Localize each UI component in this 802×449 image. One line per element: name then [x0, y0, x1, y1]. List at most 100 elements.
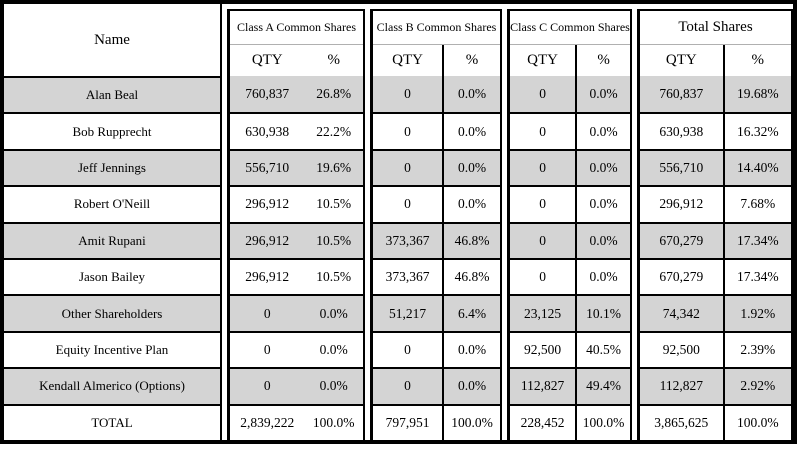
class-a-title: Class A Common Shares [230, 11, 363, 45]
table-row: 373,367 46.8% [373, 221, 500, 258]
c-pct-cell: 0.0% [589, 232, 618, 248]
name-cell: TOTAL [91, 414, 133, 430]
name-rows: Alan Beal Bob Rupprecht Jeff Jennings Rober… [4, 76, 220, 440]
table-row: 0 0.0% [373, 148, 500, 186]
t-qty-cell: 760,837 [640, 76, 725, 113]
t-pct-cell: 16.32% [736, 123, 779, 139]
class-b-qty-label: QTY [373, 45, 445, 76]
table-row: Alan Beal [4, 76, 220, 113]
table-row: Amit Rupani [4, 221, 220, 258]
c-qty-cell: 0 [510, 76, 578, 113]
a-pct-cell: 0.0% [319, 378, 348, 394]
table-row: 23,125 10.1% [510, 294, 630, 331]
class-c-qty-label: QTY [510, 45, 578, 76]
table-row: 228,452 100.0% [510, 403, 630, 440]
t-qty-cell: 3,865,625 [640, 405, 725, 440]
c-qty-cell: 112,827 [510, 369, 578, 404]
table-row: 0 0.0% [373, 367, 500, 404]
a-pct-cell: 10.5% [316, 232, 352, 248]
c-qty-cell: 92,500 [510, 332, 578, 368]
table-row: 373,367 46.8% [373, 257, 500, 295]
name-cell: Bob Rupprecht [72, 123, 152, 139]
c-qty-cell: 228,452 [510, 405, 578, 440]
table-row: 760,837 26.8% [230, 76, 363, 113]
a-qty-cell: 296,912 [245, 269, 290, 285]
total-pct-label: % [751, 52, 765, 68]
c-qty-cell: 23,125 [510, 296, 578, 331]
name-cell: Other Shareholders [61, 305, 163, 321]
b-qty-cell: 797,951 [373, 405, 445, 440]
name-cell: Kendall Almerico (Options) [39, 378, 185, 394]
name-cell: Jeff Jennings [77, 159, 146, 175]
table-row: 3,865,625 100.0% [640, 403, 791, 440]
class-a-pct-label: % [327, 52, 340, 68]
class-a-header: Class A Common Shares QTY % [230, 11, 363, 76]
table-row: 0 0.0% [230, 367, 363, 404]
total-qty-label: QTY [640, 45, 725, 76]
c-qty-cell: 0 [510, 187, 578, 222]
table-row: 0 0.0% [510, 112, 630, 149]
table-row: 0 0.0% [510, 148, 630, 186]
b-pct-cell: 46.8% [454, 269, 490, 285]
table-row: 92,500 40.5% [510, 330, 630, 368]
class-a-qty-label: QTY [251, 52, 283, 68]
b-qty-cell: 0 [373, 332, 445, 368]
b-pct-cell: 0.0% [457, 86, 487, 102]
b-pct-cell: 100.0% [451, 414, 493, 430]
table-row: 92,500 2.39% [640, 330, 791, 368]
total-shares-subheader: QTY % [640, 45, 791, 76]
b-pct-cell: 6.4% [457, 305, 487, 321]
table-row: 296,912 10.5% [230, 257, 363, 294]
a-pct-cell: 100.0% [312, 414, 355, 430]
total-shares-rows: 760,837 19.68% 630,938 16.32% 556,710 14.40% 2… [640, 76, 791, 440]
name-column-table: Name Alan Beal Bob Rupprecht Jeff Jennings… [4, 4, 222, 440]
class-c-rows: 0 0.0% 0 0.0% 0 0.0% 0 0.0% 0 0.0% 0 0.0% 23,125 10.1… [510, 76, 630, 440]
class-c-table: Class C Common Shares QTY % 0 0.0% 0 0.0% 0 0… [507, 9, 632, 440]
b-pct-cell: 0.0% [457, 378, 487, 394]
name-cell: Amit Rupani [78, 232, 146, 248]
table-row: 0 0.0% [510, 185, 630, 222]
table-row: 296,912 7.68% [640, 185, 791, 222]
b-pct-cell: 0.0% [457, 123, 487, 139]
table-row: 670,279 17.34% [640, 257, 791, 295]
a-qty-cell: 760,837 [245, 86, 290, 102]
c-pct-cell: 0.0% [589, 269, 618, 285]
class-a-subheader: QTY % [230, 45, 363, 76]
t-pct-cell: 2.39% [740, 341, 776, 357]
t-pct-cell: 1.92% [740, 305, 776, 321]
t-pct-cell: 19.68% [736, 86, 779, 102]
t-qty-cell: 112,827 [640, 369, 725, 404]
table-row: 630,938 22.2% [230, 112, 363, 148]
name-column-header: Name [94, 31, 130, 48]
class-c-title: Class C Common Shares [510, 11, 630, 45]
t-qty-cell: 296,912 [640, 187, 725, 222]
a-qty-cell: 556,710 [245, 159, 290, 175]
t-qty-cell: 630,938 [640, 114, 725, 149]
t-pct-cell: 17.34% [736, 269, 779, 285]
a-qty-cell: 0 [263, 378, 271, 394]
a-pct-cell: 19.6% [316, 159, 352, 175]
table-row: 51,217 6.4% [373, 294, 500, 331]
a-pct-cell: 10.5% [316, 196, 352, 212]
class-b-rows: 0 0.0% 0 0.0% 0 0.0% 0 0.0% 373,367 46.8% 373,367 4… [373, 76, 500, 440]
table-row: 74,342 1.92% [640, 294, 791, 331]
name-cell: Equity Incentive Plan [55, 341, 169, 357]
c-qty-cell: 0 [510, 114, 578, 149]
class-b-subheader: QTY % [373, 45, 500, 76]
c-pct-cell: 40.5% [586, 341, 622, 357]
a-qty-cell: 296,912 [245, 196, 290, 212]
b-qty-cell: 0 [373, 187, 445, 222]
table-content: Name Alan Beal Bob Rupprecht Jeff Jennings… [4, 4, 793, 440]
table-row: 0 0.0% [510, 257, 630, 295]
total-shares-header: Total Shares QTY % [640, 11, 791, 76]
a-pct-cell: 26.8% [316, 86, 352, 102]
a-pct-cell: 0.0% [319, 305, 348, 321]
class-c-pct-label: % [597, 52, 610, 68]
t-qty-cell: 556,710 [640, 150, 725, 186]
table-row: 2,839,222 100.0% [230, 403, 363, 440]
b-qty-cell: 373,367 [373, 223, 445, 258]
t-pct-cell: 100.0% [736, 414, 779, 430]
name-cell: Robert O'Neill [73, 196, 151, 212]
t-pct-cell: 17.34% [736, 232, 779, 248]
